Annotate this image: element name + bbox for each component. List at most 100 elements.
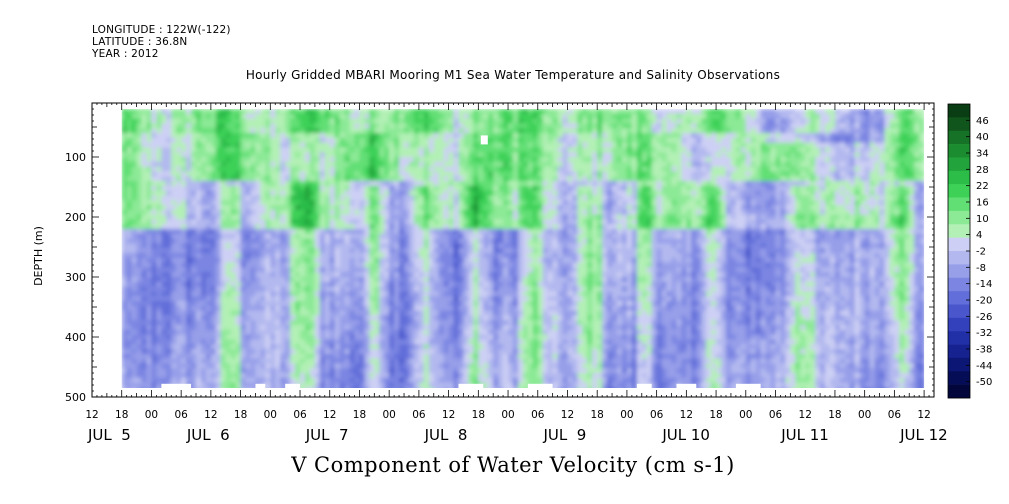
heat-cell — [141, 142, 148, 149]
heat-cell — [532, 310, 539, 317]
heat-cell — [364, 205, 371, 211]
heat-cell — [369, 267, 376, 273]
heat-cell — [532, 349, 539, 355]
heat-cell — [463, 113, 470, 120]
heat-cell — [428, 363, 435, 369]
heat-cell — [532, 166, 539, 173]
heat-cell — [205, 339, 212, 345]
heat-cell — [453, 248, 460, 254]
heat-cell — [156, 310, 163, 317]
heat-cell — [304, 166, 311, 173]
heat-cell — [324, 209, 331, 216]
heat-cell — [443, 229, 450, 235]
heat-cell — [394, 176, 400, 182]
heat-cell — [483, 325, 490, 331]
heat-cell — [384, 277, 390, 283]
heat-cell — [374, 113, 381, 120]
heat-cell — [443, 272, 450, 278]
heat-cell — [225, 214, 232, 221]
heat-cell — [156, 262, 163, 269]
heat-cell — [488, 267, 494, 273]
heat-cell — [408, 339, 415, 345]
heat-cell — [374, 118, 381, 125]
heat-cell — [220, 152, 227, 158]
heat-cell — [389, 157, 395, 163]
heat-cell — [235, 238, 242, 245]
heat-cell — [181, 209, 187, 216]
heat-cell — [493, 229, 499, 235]
heat-cell — [493, 253, 499, 259]
heat-cell — [200, 233, 207, 240]
heat-cell — [126, 181, 133, 187]
heat-cell — [508, 387, 514, 388]
heat-cell — [438, 238, 445, 245]
heat-cell — [389, 358, 395, 365]
heat-cell — [458, 368, 465, 374]
heat-cell — [344, 195, 351, 201]
heat-cell — [334, 190, 341, 197]
heat-cell — [141, 123, 148, 129]
heat-cell — [210, 166, 217, 173]
heat-cell — [438, 344, 445, 350]
heat-cell — [314, 363, 321, 369]
heat-cell — [314, 118, 321, 125]
heat-cell — [418, 128, 425, 134]
heat-cell — [384, 113, 390, 120]
heat-cell — [394, 229, 400, 235]
heat-cell — [205, 301, 212, 307]
heat-cell — [488, 363, 494, 369]
heat-cell — [300, 166, 306, 173]
heat-cell — [260, 109, 267, 115]
heat-cell — [161, 363, 168, 369]
heat-cell — [255, 171, 262, 177]
heat-cell — [290, 315, 296, 321]
heat-cell — [205, 224, 212, 230]
heat-cell — [324, 329, 331, 336]
heat-cell — [151, 349, 158, 355]
heat-cell — [220, 200, 227, 206]
heat-cell — [295, 219, 301, 225]
heat-cell — [176, 133, 182, 139]
heat-cell — [443, 305, 450, 312]
heat-cell — [517, 224, 524, 230]
heat-cell — [522, 353, 529, 360]
heat-cell — [176, 147, 182, 153]
heat-cell — [186, 243, 192, 249]
heat-cell — [428, 200, 435, 206]
heat-cell — [493, 133, 499, 139]
heat-cell — [215, 344, 222, 350]
heat-cell — [250, 377, 257, 384]
heat-cell — [186, 118, 192, 125]
heat-cell — [146, 219, 153, 225]
heat-cell — [537, 137, 544, 144]
heat-cell — [290, 161, 296, 168]
heat-cell — [379, 123, 386, 129]
heat-cell — [423, 301, 430, 307]
heat-cell — [453, 238, 460, 245]
heat-cell — [151, 161, 158, 168]
heat-cell — [359, 123, 366, 129]
heat-cell — [285, 281, 291, 288]
heat-cell — [250, 296, 257, 302]
heat-cell — [200, 310, 207, 317]
heat-cell — [186, 320, 192, 326]
heat-cell — [210, 301, 217, 307]
heat-cell — [527, 253, 534, 259]
heat-cell — [260, 190, 267, 197]
heat-cell — [413, 171, 420, 177]
heat-cell — [433, 238, 440, 245]
heat-cell — [171, 219, 177, 225]
heat-cell — [394, 277, 400, 283]
heat-cell — [215, 209, 222, 216]
heat-cell — [493, 123, 499, 129]
heat-cell — [225, 310, 232, 317]
heat-cell — [379, 329, 386, 336]
heat-cell — [220, 128, 227, 134]
heat-cell — [240, 272, 247, 278]
heat-cell — [186, 219, 192, 225]
heat-cell — [275, 195, 282, 201]
heat-cell — [374, 161, 381, 168]
heat-cell — [443, 339, 450, 345]
heat-cell — [161, 281, 168, 288]
heat-cell — [433, 349, 440, 355]
